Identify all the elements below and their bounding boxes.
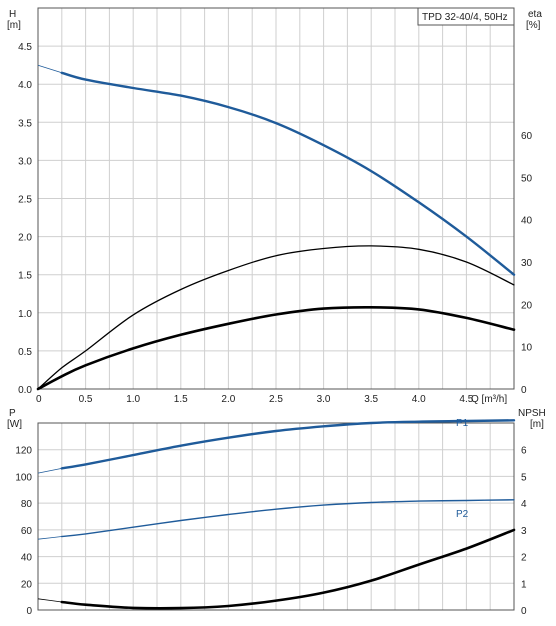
bottom-ylabel-right-1: NPSH [518,408,546,419]
y-left-tick-label: 0.0 [18,385,32,396]
series-label-p2: P2 [456,509,469,520]
top-x-ticks: 0 0.5 1.0 1.5 2.0 2.5 3.0 3.5 4.0 4.5 [36,394,474,405]
y-right-tick-label: 5 [521,472,527,483]
bottom-y-right-ticks: 0 1 2 3 4 5 6 [521,446,527,617]
series-line-2 [60,528,516,610]
x-axis-label: Q [m³/h] [471,394,507,405]
x-tick-label: 1.5 [174,394,188,405]
bottom-plot: 0 20 40 60 80 100 120 0 1 2 3 4 5 6 P [W] NPSH [m] P… [7,408,546,617]
top-ylabel-right-1: eta [528,9,542,20]
y-right-tick-label: 0 [521,606,527,617]
series-line-2 [36,305,516,391]
y-left-tick-label: 100 [15,472,32,483]
bottom-ylabel-left-2: [W] [7,419,22,430]
y-right-tick-label: 40 [521,216,533,227]
y-left-tick-label: 1.5 [18,271,32,282]
x-tick-label: 2.0 [221,394,235,405]
y-right-tick-label: 2 [521,553,527,564]
bottom-y-left-ticks: 0 20 40 60 80 100 120 [15,446,32,617]
y-left-tick-label: 4.5 [18,42,32,53]
y-right-tick-label: 1 [521,579,527,590]
y-left-tick-label: 80 [21,499,33,510]
top-plot-frame [37,7,515,390]
top-ylabel-right-2: [%] [526,20,541,31]
y-left-tick-label: 3.0 [18,156,32,167]
y-left-tick-label: 0.5 [18,347,32,358]
x-tick-label: 3.5 [364,394,378,405]
y-left-tick-label: 4.0 [18,80,32,91]
y-left-tick-label: 20 [21,579,33,590]
top-ylabel-left-2: [m] [7,20,21,31]
x-tick-label: 1.0 [126,394,140,405]
x-tick-label: 0.5 [79,394,93,405]
y-right-tick-label: 10 [521,343,533,354]
x-tick-label: 2.5 [269,394,283,405]
series-extension-line [37,468,62,474]
y-right-tick-label: 50 [521,173,533,184]
chart-title-box: TPD 32-40/4, 50Hz [417,7,515,26]
x-tick-label: 0 [36,394,42,405]
top-y-left-ticks: 0.0 0.5 1.0 1.5 2.0 2.5 3.0 3.5 4.0 4.5 [18,42,32,396]
top-ylabel-left-1: H [9,9,16,20]
series-line-0 [60,71,516,276]
x-tick-label: 4.0 [412,394,426,405]
x-tick-label: 4.5 [459,394,473,405]
series-extension-line [37,598,62,603]
y-left-tick-label: 0 [26,606,32,617]
y-right-tick-label: 30 [521,258,533,269]
y-right-tick-label: 6 [521,446,527,457]
bottom-ylabel-right-2: [m] [530,419,544,430]
y-left-tick-label: 40 [21,553,33,564]
y-left-tick-label: 120 [15,446,32,457]
y-left-tick-label: 3.5 [18,118,32,129]
x-tick-label: 3.0 [317,394,331,405]
top-y-right-ticks: 0 10 20 30 40 50 60 [521,131,533,396]
bottom-plot-frame [37,422,515,611]
y-right-tick-label: 20 [521,300,533,311]
y-right-tick-label: 4 [521,499,527,510]
series-label-p1: P1 [456,418,469,429]
top-plot: 0 0.5 1.0 1.5 2.0 2.5 3.0 3.5 4.0 4.5 0.0 0.5 1.0 1.… [7,7,542,405]
y-left-tick-label: 2.5 [18,195,32,206]
y-right-tick-label: 60 [521,131,533,142]
bottom-grid [38,422,514,610]
bottom-series [37,419,516,610]
y-left-tick-label: 1.0 [18,309,32,320]
series-line-0 [60,419,516,470]
series-extension-line [37,536,62,540]
chart-title: TPD 32-40/4, 50Hz [422,12,508,23]
top-series [36,64,516,391]
bottom-ylabel-left-1: P [9,408,16,419]
series-line-1 [37,245,515,390]
y-right-tick-label: 3 [521,526,527,537]
y-right-tick-label: 0 [521,385,527,396]
y-left-tick-label: 60 [21,526,33,537]
y-left-tick-label: 2.0 [18,233,32,244]
series-extension-line [37,64,62,74]
series-line-1 [61,499,515,538]
